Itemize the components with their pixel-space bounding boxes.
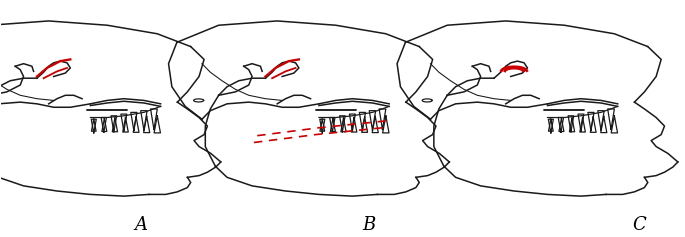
Text: B: B: [362, 216, 375, 234]
Text: A: A: [135, 216, 148, 234]
Text: C: C: [632, 216, 646, 234]
